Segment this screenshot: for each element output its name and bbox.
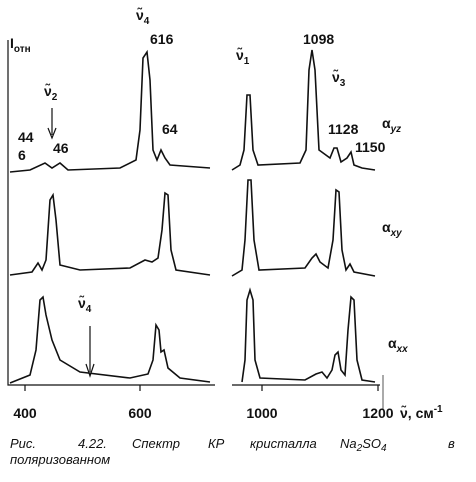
x-tick-label: 400	[13, 405, 37, 421]
mode-label: ν̃1	[236, 46, 250, 67]
trace-sub: xx	[396, 344, 409, 355]
caption-number: 4.22.	[78, 436, 107, 451]
mode-symbol: ν̃	[332, 68, 340, 85]
spectrum-xy	[231, 179, 376, 277]
spectrum-yz	[9, 49, 211, 173]
caption-formula-sub: 2	[356, 443, 363, 454]
peak-label: 46	[53, 140, 69, 156]
caption: Рис. 4.22. Спектр КР кристалла Na2SO4 в …	[10, 436, 458, 467]
mode-sub: 4	[144, 16, 150, 27]
caption-formula-sub: 4	[381, 443, 387, 454]
x-label-unit: , см	[408, 405, 434, 421]
mode-sub: 2	[52, 92, 58, 103]
mode-label: ν̃3	[332, 68, 346, 89]
trace-symbol: α	[382, 219, 391, 235]
peak-label: 1128	[328, 121, 359, 137]
peak-label: 64	[162, 121, 178, 137]
y-label: Iотн	[10, 35, 31, 55]
peak-label: 6	[18, 147, 26, 163]
mode-sub: 3	[340, 78, 346, 89]
caption-word: поляризованном	[10, 452, 110, 467]
peak-label: 44	[18, 129, 34, 145]
mode-sub: 4	[86, 304, 92, 315]
mode-symbol: ν̃	[78, 294, 86, 311]
peak-label: 616	[150, 31, 174, 47]
trace-symbol: α	[382, 115, 391, 131]
arrow	[85, 326, 95, 378]
mode-symbol: ν̃	[236, 46, 244, 63]
mode-sub: 1	[244, 56, 250, 67]
spectrum-xx	[9, 295, 211, 384]
trace-symbol: α	[388, 335, 397, 351]
spectrum-yz	[231, 49, 376, 171]
caption-word: Спектр	[132, 436, 180, 451]
spectrum-xy	[9, 191, 211, 276]
peak-label: 1098	[303, 31, 334, 47]
x-tick-label: 1000	[246, 405, 277, 421]
caption-word: в	[448, 436, 455, 451]
tick-marks	[24, 385, 379, 391]
y-label-sub: отн	[14, 44, 31, 55]
caption-word: кристалла	[250, 436, 317, 451]
x-tick-label: 600	[128, 405, 152, 421]
caption-formula: Na	[340, 436, 357, 451]
axes	[7, 40, 380, 386]
trace-sub: xy	[390, 228, 403, 239]
x-label: ν̃, см-1	[400, 404, 443, 421]
caption-word: КР	[208, 436, 225, 451]
x-label-symbol: ν̃	[400, 404, 408, 421]
mode-label: ν̃4	[78, 294, 92, 315]
trace-sub: yz	[390, 124, 402, 135]
mode-symbol: ν̃	[44, 82, 52, 99]
y-label-main: I	[10, 35, 14, 51]
trace-label: αxy	[382, 219, 402, 239]
peak-label: 1150	[355, 139, 386, 155]
trace-label: αyz	[382, 115, 401, 135]
spectrum-xx	[241, 287, 376, 383]
arrow	[47, 108, 57, 140]
caption-label: Рис.	[10, 436, 36, 451]
trace-label: αxx	[388, 335, 408, 355]
x-label-exp: -1	[434, 404, 443, 415]
mode-symbol: ν̃	[136, 6, 144, 23]
x-tick-label: 1200	[362, 405, 393, 421]
mode-label: ν̃2	[44, 82, 58, 103]
mode-label: ν̃4	[136, 6, 150, 27]
caption-formula: SO	[362, 436, 381, 451]
